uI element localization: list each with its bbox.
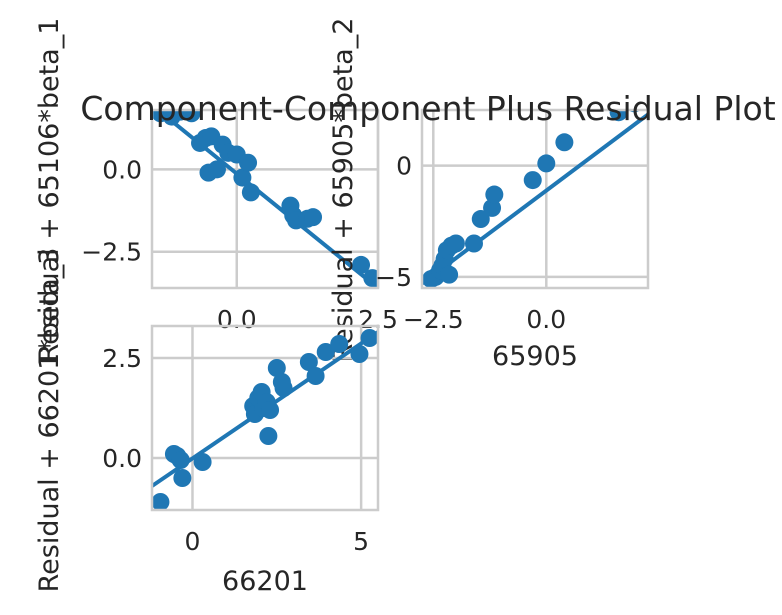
data-point: [193, 453, 212, 471]
y-axis-label: Residual + 66201*beta_3: [34, 248, 65, 593]
data-point: [555, 133, 574, 152]
data-point: [464, 234, 483, 253]
fit-line: [422, 112, 648, 286]
data-point: [267, 359, 286, 377]
data-point: [330, 335, 349, 353]
data-point: [241, 183, 260, 202]
x-tick-label: 0.0: [217, 305, 257, 334]
axes-frame: [150, 324, 380, 512]
x-tick-label: −2.5: [403, 305, 464, 334]
plot-area: [152, 329, 378, 510]
data-point: [352, 255, 371, 274]
y-axis-label: Residual + 65905*beta_2: [328, 18, 359, 363]
figure-title: Component-Component Plus Residual Plot: [80, 89, 775, 128]
plot-area: [152, 110, 378, 288]
data-point: [259, 427, 278, 445]
subplot-panels: 0.0 2.5 −2.5 0.0 Residual + 65106*beta_1 −2.5…: [34, 18, 650, 597]
y-tick-label: 0.0: [102, 444, 142, 473]
subplot-2: −2.5 0.0 −5 0 65905 Residual + 65905*beta_2: [328, 18, 650, 372]
x-tick-label: 0: [185, 527, 201, 556]
data-point: [304, 208, 323, 227]
data-point: [182, 110, 201, 123]
axes-frame: [420, 108, 650, 290]
x-axis-label: 65905: [492, 341, 578, 372]
data-point: [233, 168, 252, 187]
x-tick-label: 0.0: [526, 305, 566, 334]
data-point: [152, 493, 170, 510]
y-tick-label: −5: [375, 263, 412, 292]
data-point: [261, 401, 280, 419]
fit-line: [154, 110, 378, 288]
data-point: [537, 154, 556, 173]
data-point: [471, 210, 490, 229]
data-point: [609, 110, 628, 122]
x-axis-label: 66201: [222, 566, 308, 597]
data-point: [171, 451, 190, 469]
data-point: [274, 379, 293, 397]
data-point: [485, 185, 504, 204]
data-point: [173, 469, 192, 487]
subplot-3: 0 5 0.0 2.5 66201 Residual + 66201*beta_3: [34, 248, 380, 597]
y-axis-label: Residual + 65106*beta_1: [34, 18, 65, 363]
data-point: [446, 234, 465, 253]
data-point: [363, 269, 378, 288]
axes-frame: [150, 108, 380, 290]
data-point: [360, 329, 378, 347]
plot-area: [422, 110, 648, 288]
data-point: [306, 367, 325, 385]
data-point: [483, 198, 502, 217]
data-point: [440, 265, 459, 284]
data-point: [316, 343, 335, 361]
y-tick-label: 0.0: [102, 155, 142, 184]
data-point: [523, 171, 542, 190]
x-tick-label: 5: [353, 527, 369, 556]
y-tick-label: −2.5: [81, 238, 142, 267]
data-point: [207, 160, 226, 179]
data-point: [350, 345, 369, 363]
data-point: [299, 353, 318, 371]
data-point: [239, 153, 258, 172]
y-tick-label: 2.5: [102, 344, 142, 373]
y-tick-label: 0: [396, 152, 412, 181]
